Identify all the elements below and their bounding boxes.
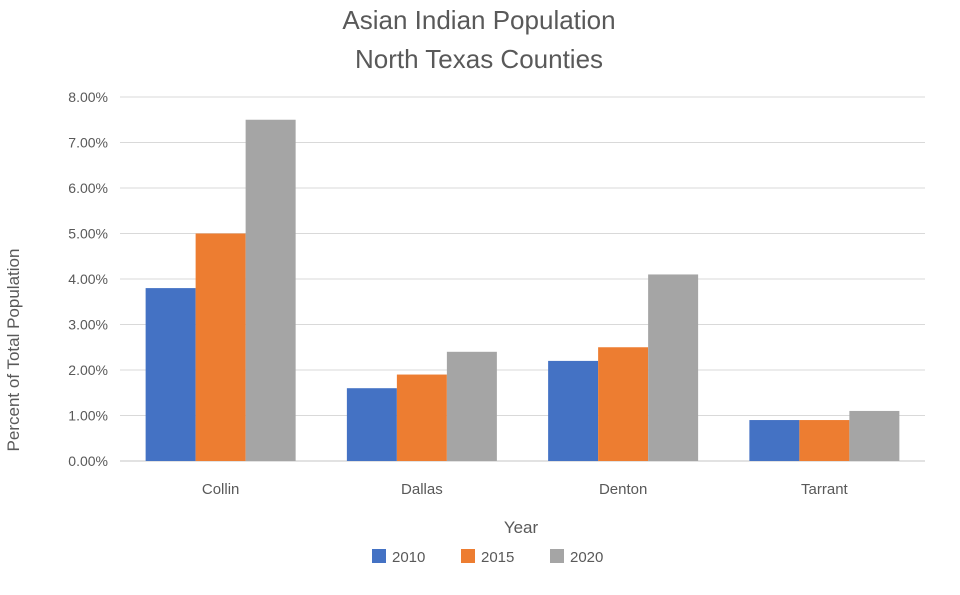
y-tick-label: 7.00% bbox=[68, 135, 108, 151]
bar-dallas-2010 bbox=[346, 388, 397, 461]
bar-collin-2020 bbox=[245, 119, 296, 461]
chart-title: Asian Indian Population North Texas Coun… bbox=[342, 5, 615, 74]
bar-dallas-2015 bbox=[396, 374, 447, 461]
legend-swatch-2020 bbox=[550, 549, 564, 563]
bar-denton-2020 bbox=[648, 274, 699, 461]
bar-collin-2010 bbox=[145, 288, 196, 461]
legend-label-2020: 2020 bbox=[570, 549, 603, 566]
legend-label-2010: 2010 bbox=[392, 549, 425, 566]
y-tick-labels: 0.00% 1.00% 2.00% 3.00% 4.00% 5.00% 6.00% 7.00%… bbox=[68, 89, 108, 469]
bar-denton-2010 bbox=[548, 360, 599, 461]
bar-collin-2015 bbox=[195, 233, 246, 461]
y-tick-label: 3.00% bbox=[68, 317, 108, 333]
y-axis-title: Percent of Total Population bbox=[4, 249, 23, 452]
bar-denton-2015 bbox=[598, 347, 649, 461]
legend-swatch-2010 bbox=[372, 549, 386, 563]
x-category-label-denton: Denton bbox=[599, 481, 647, 498]
chart-title-line-2: North Texas Counties bbox=[355, 44, 603, 74]
x-category-label-tarrant: Tarrant bbox=[801, 481, 849, 498]
legend: 2010 2015 2020 bbox=[372, 549, 603, 566]
bar-tarrant-2015 bbox=[799, 420, 850, 461]
x-axis-title: Year bbox=[504, 518, 539, 537]
x-category-label-collin: Collin bbox=[202, 481, 240, 498]
y-tick-label: 0.00% bbox=[68, 453, 108, 469]
bars bbox=[145, 119, 900, 461]
y-tick-label: 5.00% bbox=[68, 226, 108, 242]
y-tick-label: 4.00% bbox=[68, 271, 108, 287]
y-tick-label: 6.00% bbox=[68, 180, 108, 196]
bar-tarrant-2020 bbox=[849, 410, 900, 461]
y-tick-label: 1.00% bbox=[68, 408, 108, 424]
y-tick-label: 2.00% bbox=[68, 362, 108, 378]
chart-title-line-1: Asian Indian Population bbox=[342, 5, 615, 35]
y-tick-label: 8.00% bbox=[68, 89, 108, 105]
bar-dallas-2020 bbox=[446, 351, 497, 461]
legend-swatch-2015 bbox=[461, 549, 475, 563]
bar-tarrant-2010 bbox=[749, 420, 800, 461]
x-category-label-dallas: Dallas bbox=[401, 481, 443, 498]
x-category-labels: Collin Dallas Denton Tarrant bbox=[202, 481, 849, 498]
legend-label-2015: 2015 bbox=[481, 549, 514, 566]
